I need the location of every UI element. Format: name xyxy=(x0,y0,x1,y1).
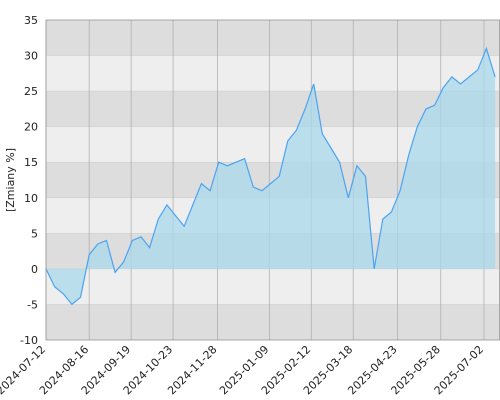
line xyxy=(45,46,496,306)
grid-band xyxy=(46,304,500,340)
grid-band xyxy=(46,20,500,56)
y-tick-label: -10 xyxy=(20,334,38,347)
y-tick-label: 20 xyxy=(24,121,38,134)
y-tick-label: 5 xyxy=(31,227,38,240)
area xyxy=(46,48,496,305)
y-tick-label: 10 xyxy=(24,192,38,205)
grid-band xyxy=(46,268,500,305)
y-tick-label: 25 xyxy=(24,85,38,98)
grid-band xyxy=(46,55,500,92)
y-tick-label: 0 xyxy=(31,263,38,276)
y-tick-label: 35 xyxy=(24,14,38,27)
y-tick-label: 15 xyxy=(24,156,38,169)
y-tick-label: -5 xyxy=(27,298,38,311)
y-axis-title: [Zmiany %] xyxy=(4,148,17,212)
y-tick-label: 30 xyxy=(24,50,38,63)
